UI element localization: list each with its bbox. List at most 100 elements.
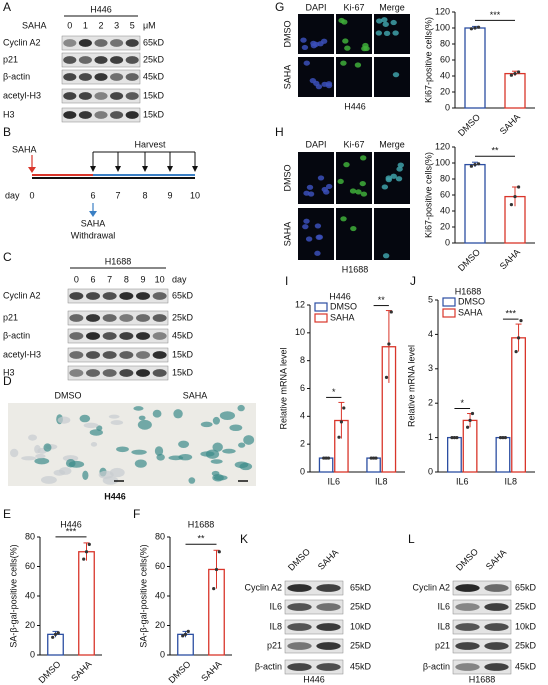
cell	[238, 442, 246, 448]
x-tick-label: DMSO	[456, 247, 482, 273]
x-tick-label: SAHA	[498, 112, 522, 136]
data-point	[387, 342, 391, 346]
y-tick-label: 40	[25, 590, 35, 600]
fluorescence-image	[336, 152, 372, 204]
protein-label: β-actin	[255, 661, 282, 671]
data-point	[389, 310, 393, 314]
day-tick: 8	[142, 190, 147, 200]
nucleus	[340, 216, 347, 222]
cell	[239, 462, 253, 471]
blot-band	[110, 92, 124, 100]
cell	[10, 448, 19, 458]
data-point	[473, 26, 477, 30]
nucleus	[317, 175, 325, 181]
cell	[35, 453, 46, 459]
y-tick-label: 4	[428, 329, 433, 339]
bar	[318, 457, 334, 473]
cell	[154, 446, 164, 456]
blot-band	[94, 39, 108, 47]
blot-band	[455, 603, 480, 611]
data-point	[477, 162, 481, 166]
condition-label: DMSO	[286, 546, 312, 572]
data-point	[374, 456, 378, 460]
blot-band	[86, 332, 100, 340]
cell	[138, 415, 146, 421]
y-tick-label: 60	[25, 561, 35, 571]
data-point	[372, 456, 376, 460]
x-tick-label: SAHA	[199, 659, 223, 683]
protein-label: β-actin	[3, 330, 30, 340]
cell	[43, 443, 52, 452]
nucleus	[382, 253, 390, 259]
blot-band	[316, 584, 341, 592]
blot-band	[86, 369, 100, 377]
nucleus	[350, 225, 357, 232]
data-point	[51, 635, 55, 639]
blot-band	[86, 314, 100, 322]
arrow-head	[115, 166, 121, 172]
arrow-head	[90, 166, 96, 172]
blot-band	[136, 314, 150, 322]
blot-band	[152, 332, 167, 340]
y-tick-label: 0	[160, 649, 165, 659]
data-point	[466, 425, 470, 429]
protein-label: Cyclin A2	[244, 582, 282, 592]
y-axis-label: SA-β-gal-positive cells(%)	[8, 544, 18, 647]
y-tick-label: 80	[440, 38, 450, 48]
blot-band	[484, 584, 509, 592]
significance-label: ***	[505, 308, 516, 318]
cell	[79, 414, 91, 423]
data-point	[455, 436, 459, 440]
size-label: 25kD	[515, 601, 537, 611]
blot-band	[63, 92, 77, 100]
nucleus	[359, 180, 366, 187]
condition-label: DMSO	[282, 165, 292, 192]
y-tick-label: 40	[440, 70, 450, 80]
size-label: 25kD	[172, 312, 194, 322]
protein-label: p21	[435, 640, 450, 650]
nucleus	[392, 30, 399, 36]
day-tick: 7	[115, 190, 120, 200]
panel-letter: C	[3, 250, 12, 264]
nucleus	[390, 19, 397, 26]
y-axis-label: Ki67-positive cells(%)	[423, 152, 433, 238]
data-point	[53, 632, 58, 636]
y-tick-label: 120	[435, 141, 450, 151]
cell	[134, 459, 147, 468]
data-point	[503, 436, 507, 440]
day-label: 0	[74, 274, 79, 284]
nucleus	[392, 72, 400, 78]
nucleus	[300, 37, 307, 43]
condition-label: SAHA	[282, 65, 292, 90]
blot-band	[110, 56, 124, 64]
cell	[137, 419, 152, 430]
stain-label: Merge	[379, 2, 405, 12]
cell	[131, 449, 147, 455]
panel-letter: K	[240, 532, 248, 546]
nucleus	[337, 178, 344, 185]
blot-band	[94, 92, 108, 100]
fluorescence-image	[374, 208, 410, 260]
y-axis-label: Relative mRNA level	[278, 347, 288, 429]
blot-band	[94, 56, 108, 64]
cell	[212, 442, 223, 452]
unit-label: μM	[143, 20, 156, 30]
cell	[108, 414, 120, 419]
cell	[178, 440, 190, 448]
data-point	[469, 27, 473, 31]
blot-band	[102, 292, 117, 300]
cell	[40, 476, 57, 484]
nucleus	[360, 191, 368, 197]
stain-label: DAPI	[305, 2, 326, 12]
data-point	[473, 163, 477, 167]
y-tick-label: 20	[440, 221, 450, 231]
cell-label: H1688	[342, 264, 369, 274]
blot-band	[125, 73, 139, 81]
y-tick-label: 40	[440, 205, 450, 215]
stain-label: DAPI	[305, 139, 326, 149]
significance-label: *	[332, 387, 336, 397]
data-point	[470, 411, 475, 416]
blot-band	[484, 623, 509, 631]
nucleus	[361, 46, 368, 52]
data-point	[468, 418, 472, 422]
